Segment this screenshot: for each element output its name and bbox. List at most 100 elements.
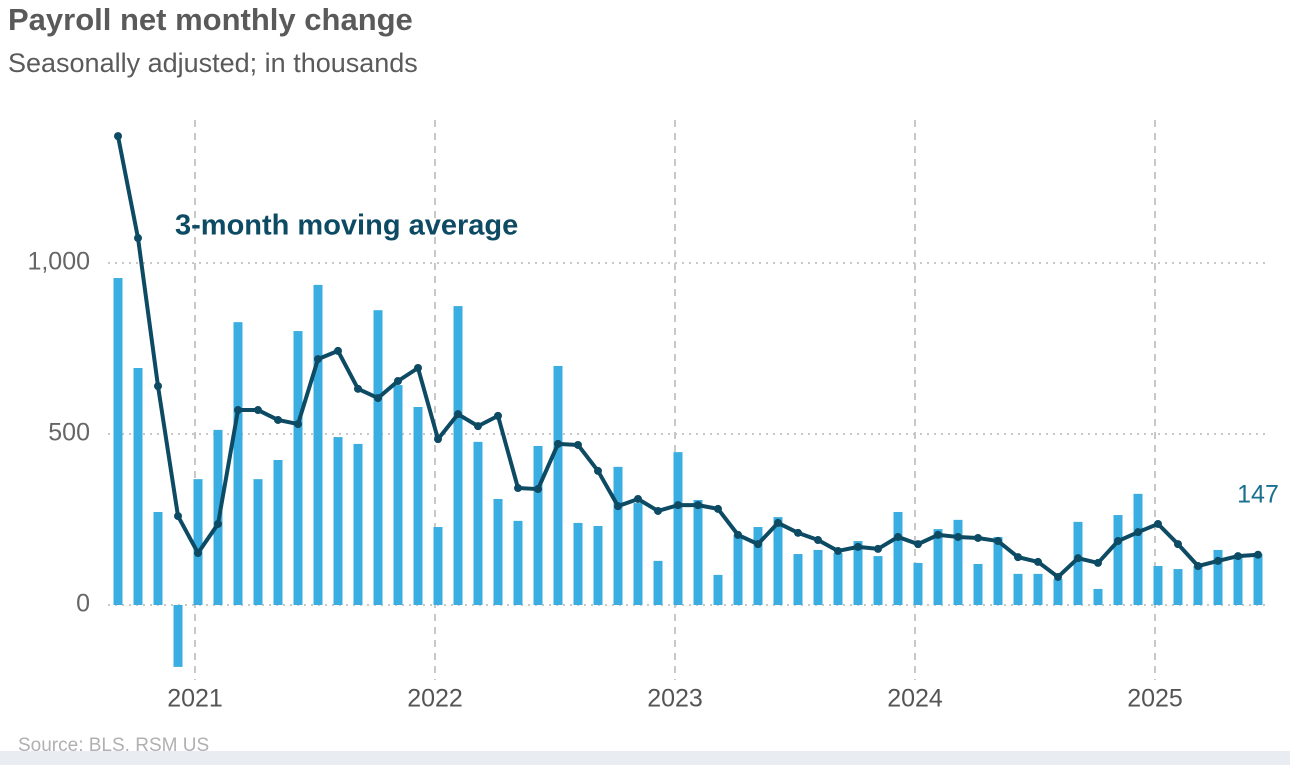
- line: [116, 135, 1259, 579]
- bar: [193, 479, 203, 605]
- bar: [653, 560, 663, 605]
- line-marker: [454, 410, 462, 419]
- bar: [493, 498, 503, 605]
- line-marker: [114, 132, 122, 141]
- bar: [573, 522, 583, 605]
- line-marker: [974, 533, 982, 542]
- bar: [133, 367, 143, 605]
- line-marker: [814, 536, 822, 545]
- line-marker: [1214, 556, 1222, 565]
- line-marker: [394, 376, 402, 385]
- line-marker: [634, 494, 642, 503]
- bar: [1253, 554, 1263, 605]
- y-tick-label: 0: [76, 590, 90, 618]
- bar: [1053, 579, 1063, 605]
- bar: [593, 525, 603, 605]
- line-marker: [1254, 550, 1262, 559]
- line-marker: [1134, 528, 1142, 537]
- bar: [233, 322, 243, 605]
- data-label: 147: [1237, 481, 1279, 509]
- line-marker: [554, 439, 562, 448]
- bar: [833, 553, 843, 605]
- bar: [253, 479, 263, 605]
- bar: [1213, 549, 1223, 605]
- line-marker: [154, 382, 162, 391]
- line-marker: [534, 485, 542, 494]
- line-marker: [254, 406, 262, 415]
- bar: [613, 466, 623, 605]
- bar: [1193, 566, 1203, 605]
- line-marker: [1174, 540, 1182, 549]
- line-marker: [834, 546, 842, 555]
- line-marker: [754, 540, 762, 549]
- chart-subtitle: Seasonally adjusted; in thousands: [8, 48, 418, 78]
- line-marker: [1054, 572, 1062, 581]
- bar: [753, 527, 763, 605]
- line-marker: [774, 518, 782, 527]
- bar: [173, 605, 183, 667]
- bar: [773, 517, 783, 605]
- line-marker: [734, 530, 742, 539]
- bar: [413, 406, 423, 605]
- bar: [393, 385, 403, 605]
- bar: [853, 541, 863, 605]
- bar: [1113, 515, 1123, 605]
- bar: [933, 529, 943, 605]
- bar: [693, 500, 703, 605]
- bar: [1093, 588, 1103, 605]
- bar: [1173, 569, 1183, 605]
- x-tick-label: 2023: [647, 685, 703, 713]
- bar: [813, 549, 823, 605]
- x-tick-label: 2025: [1127, 685, 1183, 713]
- line-marker: [714, 504, 722, 513]
- line-marker: [1014, 553, 1022, 562]
- line-marker: [874, 544, 882, 553]
- bar: [153, 511, 163, 605]
- line-marker: [614, 502, 622, 511]
- line-marker: [694, 501, 702, 510]
- line-marker: [374, 394, 382, 403]
- line-marker: [1034, 557, 1042, 566]
- bar: [1133, 493, 1143, 605]
- bar: [553, 365, 563, 605]
- bar: [953, 519, 963, 605]
- line-marker: [574, 440, 582, 449]
- bar: [733, 534, 743, 605]
- bar: [893, 511, 903, 605]
- source-note: Source: BLS, RSM US: [18, 735, 209, 756]
- bar: [1033, 573, 1043, 605]
- chart-title: Payroll net monthly change: [8, 2, 413, 37]
- x-tick-label: 2021: [167, 685, 223, 713]
- bottom-band: [0, 751, 1290, 765]
- line-marker: [474, 422, 482, 431]
- bar: [1073, 521, 1083, 605]
- line-marker: [314, 355, 322, 364]
- bar: [713, 574, 723, 605]
- line-marker: [1194, 562, 1202, 571]
- bar: [1153, 566, 1163, 605]
- line-marker: [514, 484, 522, 493]
- line-marker: [934, 530, 942, 539]
- bar: [373, 310, 383, 605]
- bar: [313, 284, 323, 605]
- line-marker: [594, 466, 602, 475]
- line-marker: [354, 384, 362, 393]
- line-marker: [414, 363, 422, 372]
- bar: [873, 556, 883, 605]
- bar: [913, 562, 923, 605]
- line-marker: [434, 435, 442, 444]
- line-marker: [1074, 554, 1082, 563]
- bar: [673, 452, 683, 605]
- bar: [1013, 573, 1023, 605]
- line-marker: [234, 406, 242, 415]
- bar: [293, 331, 303, 605]
- line-marker: [914, 540, 922, 549]
- bar: [453, 306, 463, 605]
- series-label: 3-month moving average: [175, 210, 518, 242]
- bar: [433, 527, 443, 605]
- bar: [113, 278, 123, 605]
- bar: [533, 445, 543, 605]
- x-tick-label: 2024: [887, 685, 943, 713]
- line-marker: [194, 549, 202, 558]
